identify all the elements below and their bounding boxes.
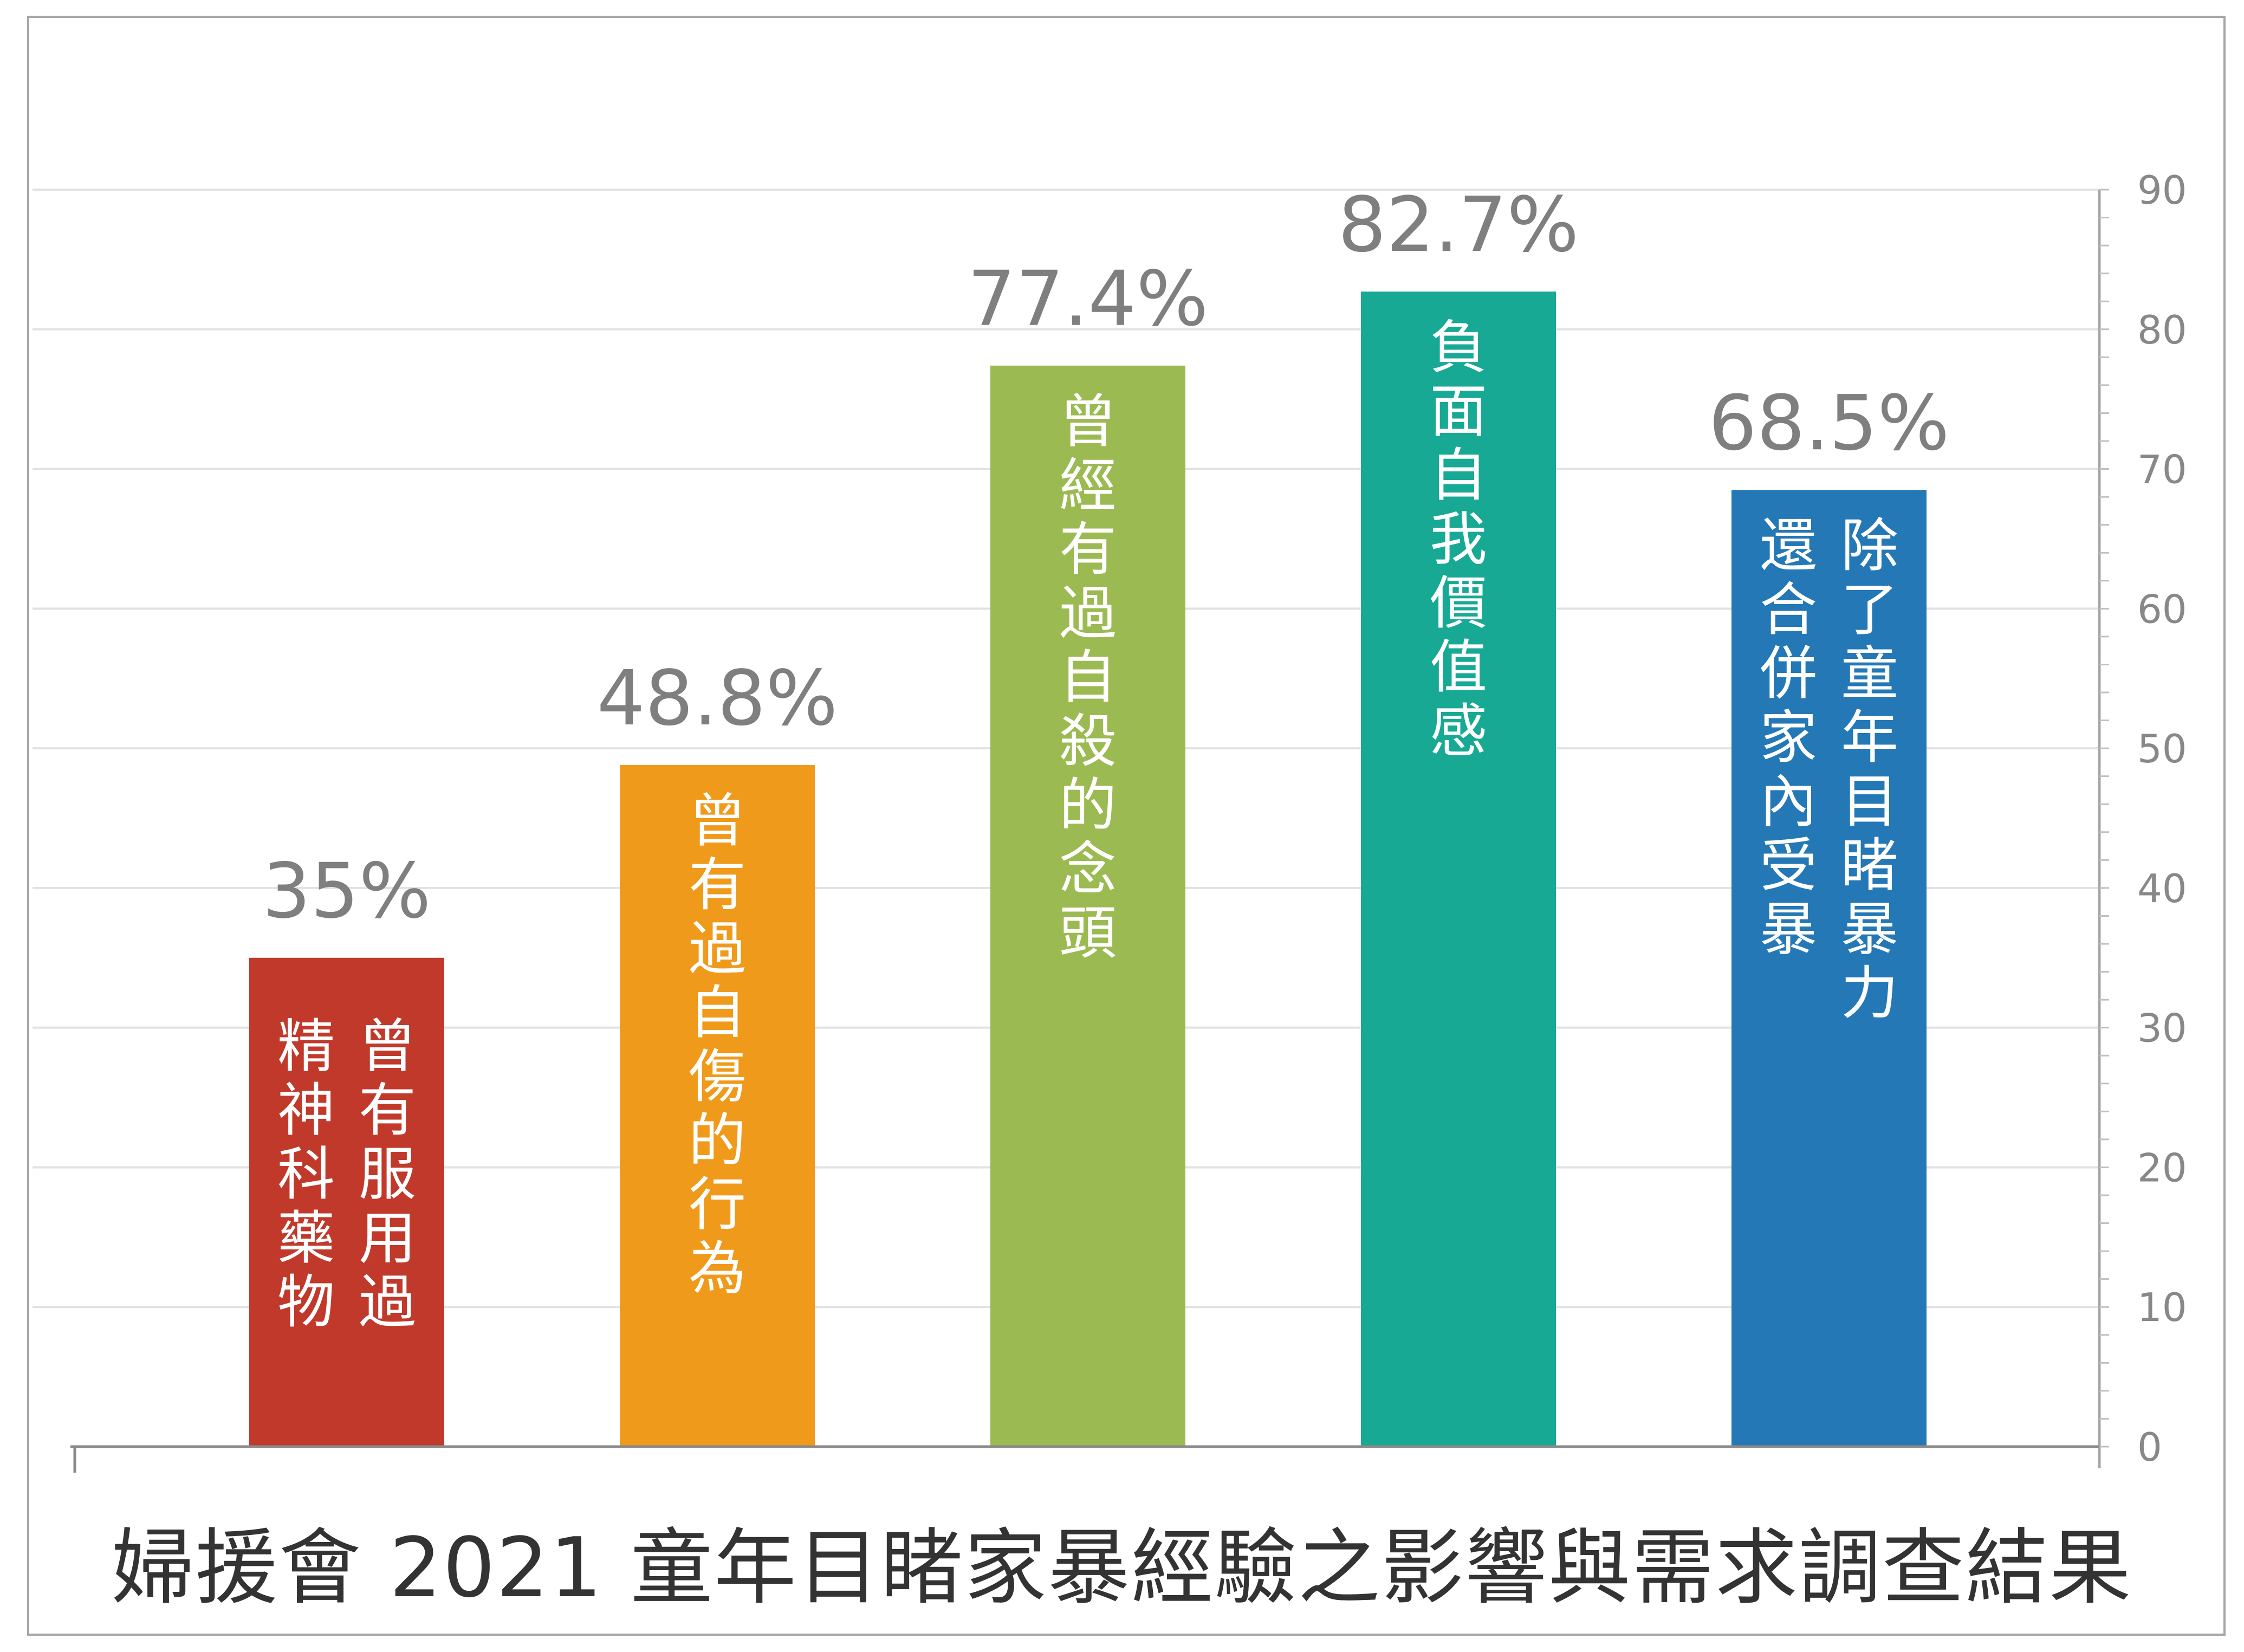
y-tick-label: 10 — [2137, 1285, 2187, 1330]
y-tick-label: 30 — [2137, 1006, 2187, 1051]
category-char: 過 — [359, 1269, 416, 1336]
category-char: 曾 — [689, 788, 746, 854]
category-char: 的 — [1059, 772, 1117, 839]
category-char: 內 — [1760, 768, 1817, 835]
value-label: 68.5% — [1709, 379, 1950, 468]
y-tick-label: 40 — [2137, 866, 2187, 911]
y-tick-label: 50 — [2137, 726, 2187, 772]
category-char: 家 — [1760, 704, 1817, 771]
category-char: 睹 — [1841, 832, 1898, 899]
y-tick-label: 60 — [2137, 586, 2187, 632]
category-char: 曾 — [359, 1013, 416, 1080]
bar — [1361, 291, 1556, 1447]
category-char: 合 — [1760, 576, 1817, 643]
category-char: 有 — [359, 1077, 416, 1144]
category-char: 傷 — [689, 1044, 746, 1110]
chart-title: 婦援會 2021 童年目睹家暴經驗之影響與需求調查結果 — [112, 1520, 2132, 1616]
category-char: 藥 — [277, 1205, 335, 1272]
category-char: 自 — [1059, 644, 1117, 711]
bar — [1731, 490, 1927, 1447]
category-char: 面 — [1430, 378, 1487, 445]
y-tick-label: 70 — [2137, 447, 2187, 493]
category-char: 力 — [1841, 960, 1898, 1027]
category-char: 殺 — [1059, 708, 1117, 775]
bar — [620, 765, 815, 1447]
category-char: 經 — [1059, 452, 1117, 519]
category-char: 行 — [689, 1171, 746, 1238]
y-tick-label: 20 — [2137, 1145, 2187, 1190]
bar — [990, 365, 1185, 1447]
category-char: 的 — [689, 1107, 746, 1174]
category-char: 念 — [1059, 836, 1117, 903]
category-char: 目 — [1841, 768, 1898, 835]
category-char: 併 — [1760, 640, 1817, 707]
y-tick-label: 0 — [2137, 1424, 2162, 1470]
category-char: 暴 — [1760, 896, 1817, 963]
category-char: 自 — [689, 980, 746, 1046]
category-char: 用 — [359, 1205, 416, 1272]
category-char: 年 — [1841, 704, 1898, 771]
category-char: 感 — [1430, 698, 1487, 765]
category-char: 還 — [1760, 513, 1817, 579]
value-label: 82.7% — [1338, 181, 1579, 269]
value-label: 48.8% — [597, 655, 838, 743]
category-char: 精 — [277, 1013, 335, 1080]
category-char: 科 — [277, 1141, 335, 1208]
y-tick-label: 80 — [2137, 307, 2187, 353]
category-char: 了 — [1841, 576, 1898, 643]
category-char: 除 — [1841, 513, 1898, 579]
category-char: 有 — [1059, 516, 1117, 583]
category-char: 為 — [689, 1235, 746, 1302]
value-label: 35% — [262, 847, 431, 936]
category-char: 曾 — [1059, 388, 1117, 455]
bars: 35%曾有服用過精神科藥物48.8%曾有過自傷的行為77.4%曾經有過自殺的念頭… — [249, 181, 1949, 1447]
category-char: 有 — [689, 852, 746, 918]
category-char: 物 — [277, 1269, 335, 1336]
bar — [249, 957, 444, 1447]
category-char: 自 — [1430, 442, 1487, 509]
category-char: 負 — [1430, 314, 1487, 381]
category-char: 過 — [689, 916, 746, 982]
category-char: 暴 — [1841, 896, 1898, 963]
chart-frame — [27, 16, 2226, 1636]
category-char: 受 — [1760, 832, 1817, 899]
category-char: 我 — [1430, 506, 1487, 573]
y-tick-label: 90 — [2137, 167, 2187, 213]
category-char: 值 — [1430, 634, 1487, 701]
value-label: 77.4% — [968, 255, 1209, 344]
category-char: 服 — [359, 1141, 416, 1208]
category-char: 價 — [1430, 570, 1487, 637]
category-char: 過 — [1059, 580, 1117, 647]
axes: 0 10 20 30 40 50 60 70 80 90 — [70, 167, 2187, 1473]
category-char: 頭 — [1059, 900, 1117, 967]
category-char: 神 — [277, 1077, 335, 1144]
category-char: 童 — [1841, 640, 1898, 707]
